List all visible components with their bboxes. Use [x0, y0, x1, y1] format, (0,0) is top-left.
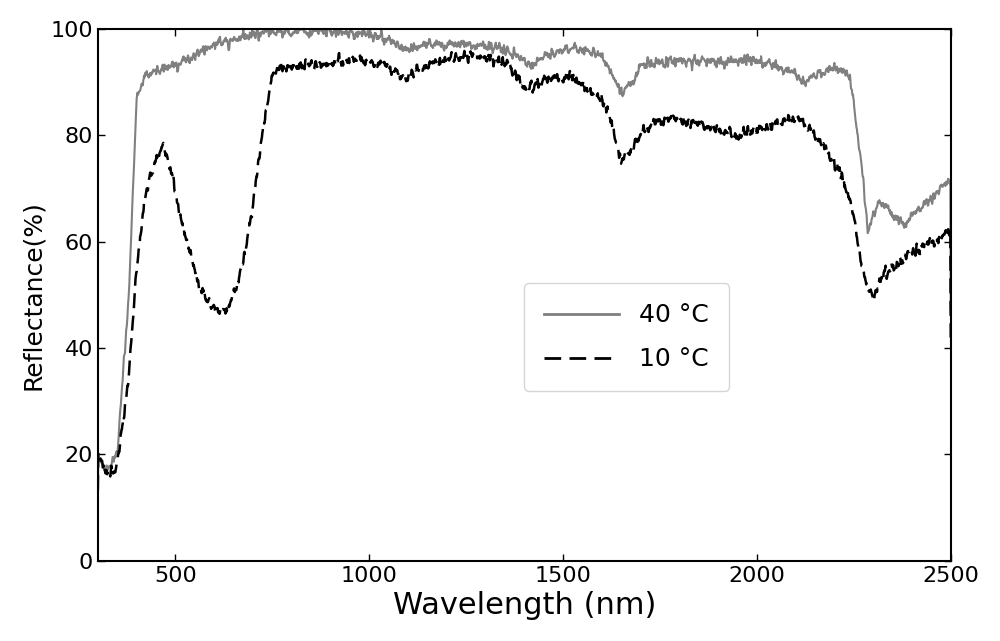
40 °C — [889, 212, 901, 220]
10 °C — [889, 261, 901, 269]
40 °C — [945, 305, 957, 313]
10 °C — [630, 135, 642, 142]
10 °C — [464, 46, 476, 54]
Y-axis label: Reflectance(%): Reflectance(%) — [21, 200, 45, 390]
X-axis label: Wavelength (nm): Wavelength (nm) — [393, 591, 656, 620]
10 °C — [693, 118, 705, 126]
Legend: 40 °C, 10 °C: 40 °C, 10 °C — [524, 283, 729, 392]
Line: 40 °C: 40 °C — [98, 29, 951, 488]
40 °C — [693, 61, 705, 69]
10 °C — [92, 487, 104, 494]
40 °C — [630, 71, 642, 79]
40 °C — [92, 485, 104, 492]
40 °C — [943, 179, 955, 187]
40 °C — [848, 103, 860, 110]
10 °C — [848, 215, 860, 222]
Line: 10 °C: 10 °C — [98, 50, 951, 490]
10 °C — [943, 231, 955, 239]
10 °C — [289, 60, 301, 67]
10 °C — [945, 334, 957, 342]
40 °C — [290, 25, 302, 33]
40 °C — [252, 25, 264, 33]
